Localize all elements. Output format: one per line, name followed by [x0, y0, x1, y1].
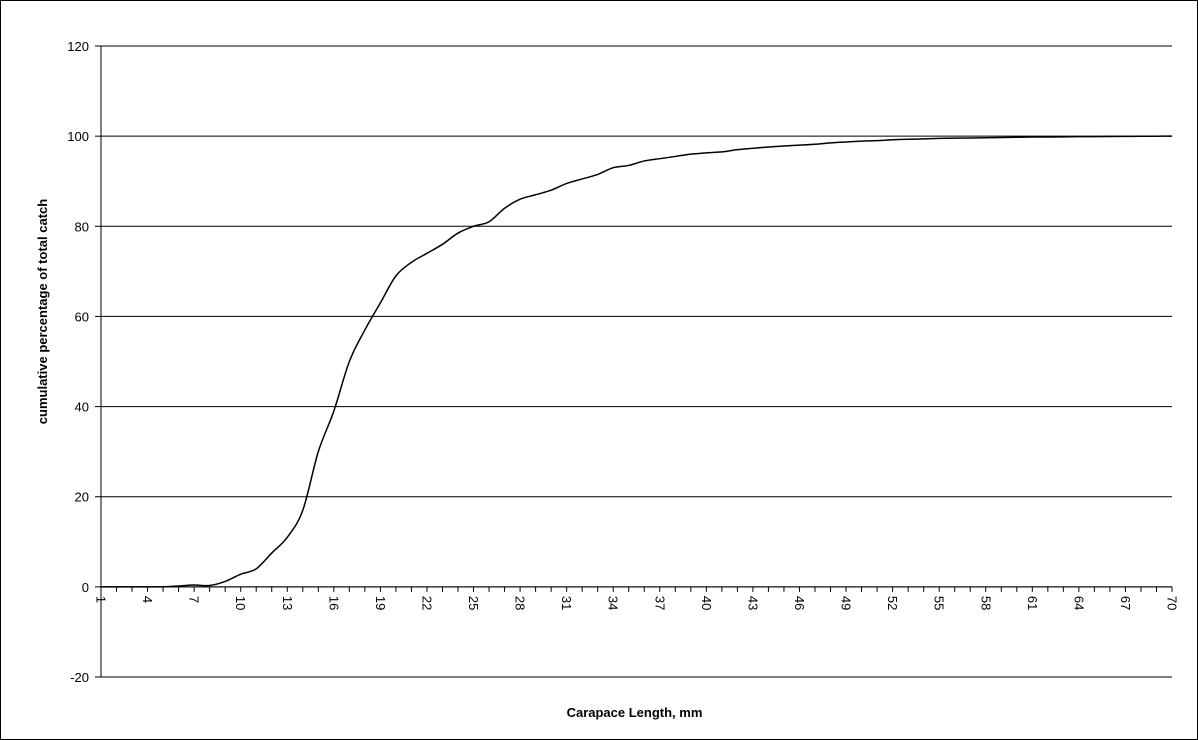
- x-tick-label: 25: [466, 596, 481, 610]
- x-axis-title: Carapace Length, mm: [567, 705, 703, 720]
- x-tick-label: 64: [1071, 596, 1086, 610]
- x-tick-label: 52: [885, 596, 900, 610]
- x-tick-label: 49: [839, 596, 854, 610]
- y-tick-label: 0: [82, 580, 89, 595]
- x-tick-label: 28: [513, 596, 528, 610]
- x-tick-label: 22: [419, 596, 434, 610]
- cumulative-catch-line: [100, 135, 1173, 588]
- x-tick-label: 70: [1165, 596, 1180, 610]
- x-tick-label: 13: [280, 596, 295, 610]
- x-tick-label: 34: [606, 596, 621, 610]
- y-tick-label: 60: [75, 309, 89, 324]
- x-tick-label: 67: [1118, 596, 1133, 610]
- gridlines: [101, 45, 1172, 678]
- x-tick-label: 40: [699, 596, 714, 610]
- y-tick-label: 40: [75, 400, 89, 415]
- x-axis-ticks: 1471013161922252831343740434649525558616…: [94, 586, 1180, 610]
- x-tick-label: 19: [373, 596, 388, 610]
- x-tick-label: 46: [792, 596, 807, 610]
- x-tick-label: 7: [187, 596, 202, 603]
- x-tick-label: 4: [140, 596, 155, 603]
- x-tick-label: 55: [932, 596, 947, 610]
- x-tick-label: 43: [745, 596, 760, 610]
- y-tick-label: -20: [70, 670, 89, 685]
- x-tick-label: 58: [978, 596, 993, 610]
- x-tick-label: 61: [1025, 596, 1040, 610]
- y-tick-label: 120: [67, 39, 89, 54]
- y-tick-label: 100: [67, 129, 89, 144]
- y-tick-label: 20: [75, 490, 89, 505]
- x-tick-label: 31: [559, 596, 574, 610]
- y-tick-label: 80: [75, 219, 89, 234]
- y-axis-title: cumulative percentage of total catch: [35, 199, 50, 424]
- x-tick-label: 16: [326, 596, 341, 610]
- y-axis-ticks: -20 0 20 40 60 80 100 120: [67, 39, 101, 685]
- x-tick-label: 37: [652, 596, 667, 610]
- x-tick-label: 10: [233, 596, 248, 610]
